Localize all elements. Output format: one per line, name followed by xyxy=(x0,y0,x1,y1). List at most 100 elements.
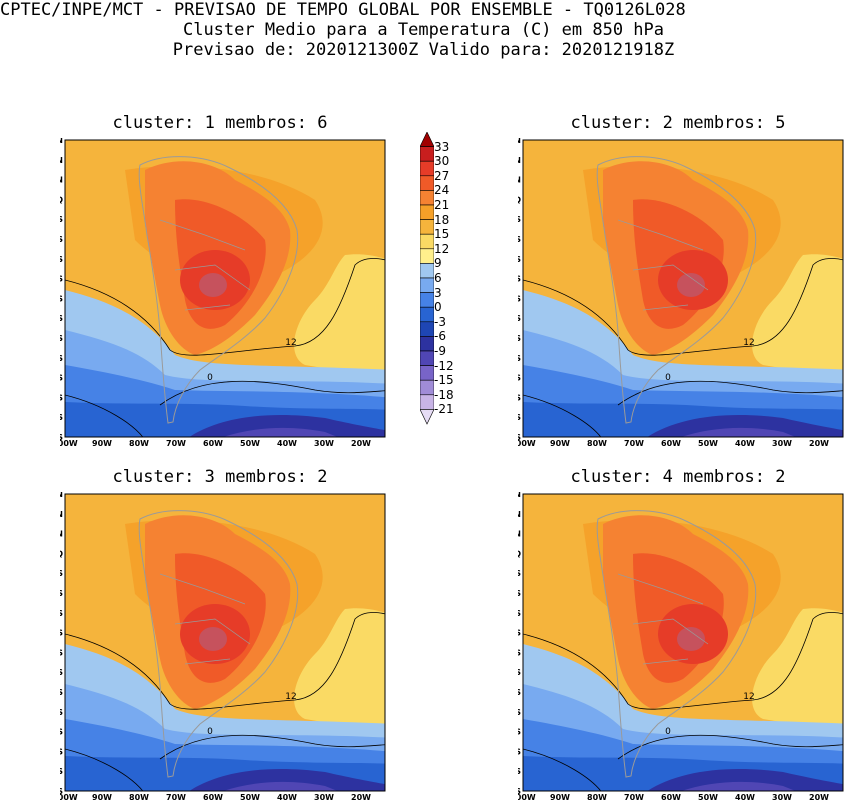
lat-tick-label: 50S xyxy=(518,747,521,756)
lon-tick-label: 70W xyxy=(166,793,186,802)
colorbar-label: -9 xyxy=(434,344,446,358)
lon-tick-label: 20W xyxy=(809,439,829,448)
lon-tick-label: 90W xyxy=(92,439,112,448)
lat-tick-label: 5N xyxy=(518,176,521,185)
lat-tick-label: 25S xyxy=(60,648,63,657)
lat-tick-label: 15S xyxy=(60,255,63,264)
contour-12 xyxy=(523,258,843,356)
contour-0 xyxy=(65,734,385,791)
lon-tick-label: 30W xyxy=(772,793,792,802)
colorbar-label: -15 xyxy=(434,373,454,388)
lat-tick-label: 45S xyxy=(518,728,521,737)
lat-tick-label: 60S xyxy=(518,787,521,796)
contour-12 xyxy=(523,612,843,710)
country-borders xyxy=(159,573,251,665)
lat-tick-label: 15N xyxy=(60,138,63,145)
country-borders xyxy=(159,219,251,311)
lon-tick-label: 60W xyxy=(661,439,681,448)
lat-tick-label: 35S xyxy=(518,688,521,697)
contour-label-12: 12 xyxy=(743,338,754,348)
colorbar-label: 30 xyxy=(434,154,450,169)
lat-tick-label: 50S xyxy=(60,393,63,402)
lat-tick-label: 40S xyxy=(60,354,63,363)
lon-tick-label: 30W xyxy=(314,439,334,448)
lat-tick-label: 20S xyxy=(60,629,63,638)
lat-tick-label: 15N xyxy=(60,492,63,499)
lat-tick-label: 35S xyxy=(60,334,63,343)
colorbar-swatches xyxy=(420,132,434,425)
lon-tick-label: 20W xyxy=(351,793,371,802)
lon-tick-label: 100W xyxy=(518,793,536,802)
contour-0 xyxy=(65,380,385,437)
temperature-colorbar: 33 30 27 24 21 18 15 12 9 6 3 0 -3 -6 -9 -12 -15 -18 -21 xyxy=(420,132,480,442)
lon-tick-label: 40W xyxy=(735,793,755,802)
colorbar-label: 12 xyxy=(434,241,450,256)
panel-title: cluster: 3 membros: 2 xyxy=(112,467,328,487)
lat-tick-label: 5S xyxy=(518,215,521,224)
lon-tick-label: 100W xyxy=(60,793,78,802)
lat-tick-label: 55S xyxy=(60,767,63,776)
lon-tick-label: 70W xyxy=(624,793,644,802)
colorbar-label: 15 xyxy=(434,227,450,242)
lat-tick-label: 20S xyxy=(518,629,521,638)
colorbar-label: -12 xyxy=(434,358,454,373)
colorbar-label: 0 xyxy=(434,300,442,315)
lat-tick-label: 5S xyxy=(518,569,521,578)
colorbar-label: -6 xyxy=(434,329,446,344)
lon-tick-label: 100W xyxy=(60,439,78,448)
lat-tick-label: 15S xyxy=(60,609,63,618)
lat-tick-label: 35S xyxy=(60,688,63,697)
figure-subtitle: Cluster Medio para a Temperatura (C) em … xyxy=(182,20,665,40)
lat-tick-label: 40S xyxy=(518,354,521,363)
contour-0 xyxy=(523,380,843,437)
temperature-map: 15N 10N 5N EQ 5S 10S 15S 20S 25S 30S 35S 40S 45S 50S 5… xyxy=(60,492,386,802)
lon-tick-label: 80W xyxy=(129,793,149,802)
lat-tick-label: 20S xyxy=(518,275,521,284)
lon-tick-label: 40W xyxy=(277,439,297,448)
lon-tick-label: 50W xyxy=(240,439,260,448)
lat-tick-label: 35S xyxy=(518,334,521,343)
cluster-1-panel: cluster: 1 membros: 6 15N 10N 5N EQ 5S 10S 15S… xyxy=(60,113,386,448)
lat-tick-label: 45S xyxy=(60,374,63,383)
colorbar-label: 21 xyxy=(434,198,450,212)
contour-label-12: 12 xyxy=(285,338,296,348)
temperature-map: 15N 10N 5N EQ 5S 10S 15S 20S 25S 30S 35S 40S 45S 50S 5… xyxy=(60,138,386,448)
lon-tick-label: 20W xyxy=(351,439,371,448)
cluster-3-panel: cluster: 3 membros: 2 15N 10N 5N EQ 5S 10S 15S… xyxy=(60,467,386,802)
lat-tick-label: 15N xyxy=(518,492,521,499)
lon-tick-label: 80W xyxy=(129,439,149,448)
lon-tick-label: 90W xyxy=(550,793,570,802)
map-frame xyxy=(64,493,386,792)
country-borders xyxy=(617,573,709,665)
lat-tick-label: 25S xyxy=(60,294,63,303)
lon-tick-label: 30W xyxy=(772,439,792,448)
panel-title: cluster: 1 membros: 6 xyxy=(112,113,328,133)
lon-tick-label: 60W xyxy=(203,793,223,802)
lat-tick-label: 10N xyxy=(518,156,521,165)
lat-tick-label: 40S xyxy=(60,708,63,717)
lat-tick-label: 5N xyxy=(518,530,521,539)
lat-tick-label: 30S xyxy=(60,314,63,323)
lat-tick-label: 15N xyxy=(518,138,521,145)
cluster-4-panel: cluster: 4 membros: 2 15N 10N 5N EQ 5S 10S 15S… xyxy=(518,467,844,802)
forecast-dates: Previsao de: 2020121300Z Valido para: 20… xyxy=(172,40,675,60)
map-frame xyxy=(522,493,844,792)
colorbar-label: 18 xyxy=(434,212,450,227)
lon-tick-label: 60W xyxy=(661,793,681,802)
south-america-coastline xyxy=(596,510,757,778)
colorbar-label: 3 xyxy=(434,285,442,300)
lat-tick-label: 25S xyxy=(518,294,521,303)
lat-tick-label: 30S xyxy=(518,314,521,323)
lat-tick-label: 45S xyxy=(60,728,63,737)
lat-tick-label: 15S xyxy=(518,255,521,264)
colorbar-label: 27 xyxy=(434,168,450,183)
lat-tick-label: 60S xyxy=(518,433,521,442)
lon-tick-label: 50W xyxy=(698,793,718,802)
lon-tick-label: 100W xyxy=(518,439,536,448)
lat-tick-label: 30S xyxy=(60,668,63,677)
figure-title: CPTEC/INPE/MCT - PREVISAO DE TEMPO GLOBA… xyxy=(0,0,686,20)
lat-tick-label: 50S xyxy=(60,747,63,756)
cluster-2-panel: cluster: 2 membros: 5 15N 10N 5N EQ 5S 10S 15S… xyxy=(518,113,844,448)
lat-tick-label: 50S xyxy=(518,393,521,402)
lon-tick-label: 70W xyxy=(624,439,644,448)
